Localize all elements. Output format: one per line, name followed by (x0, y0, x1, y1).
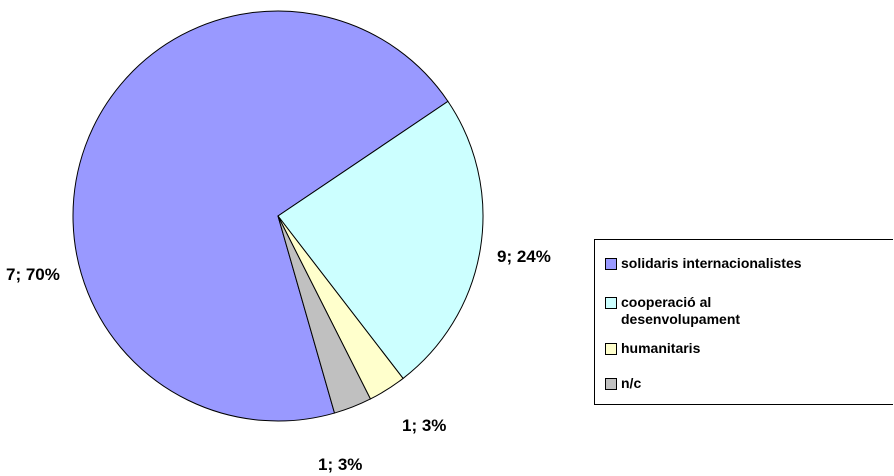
legend-swatch (605, 343, 617, 355)
legend-label: n/c (621, 375, 642, 391)
legend-swatch (605, 258, 617, 270)
legend-item: humanitaris (605, 340, 894, 357)
data-label: 1; 3% (318, 455, 362, 474)
pie-slice (277, 100, 484, 380)
legend-item: n/c (605, 375, 894, 392)
legend-label: cooperació al desenvolupament (621, 294, 741, 327)
legend-item: cooperació al desenvolupament (605, 294, 894, 328)
pie-slice (72, 10, 449, 422)
legend-item: solidaris internacionalistes (605, 255, 894, 272)
legend: solidaris internacionalistes cooperació a… (594, 239, 893, 405)
legend-label: humanitaris (621, 340, 701, 356)
data-label: 7; 70% (6, 265, 60, 284)
legend-label: solidaris internacionalistes (621, 255, 802, 271)
data-label: 9; 24% (497, 247, 551, 266)
legend-swatch (605, 378, 617, 390)
data-label: 1; 3% (402, 416, 446, 435)
pie-slice (277, 215, 372, 414)
legend-swatch (605, 297, 617, 309)
